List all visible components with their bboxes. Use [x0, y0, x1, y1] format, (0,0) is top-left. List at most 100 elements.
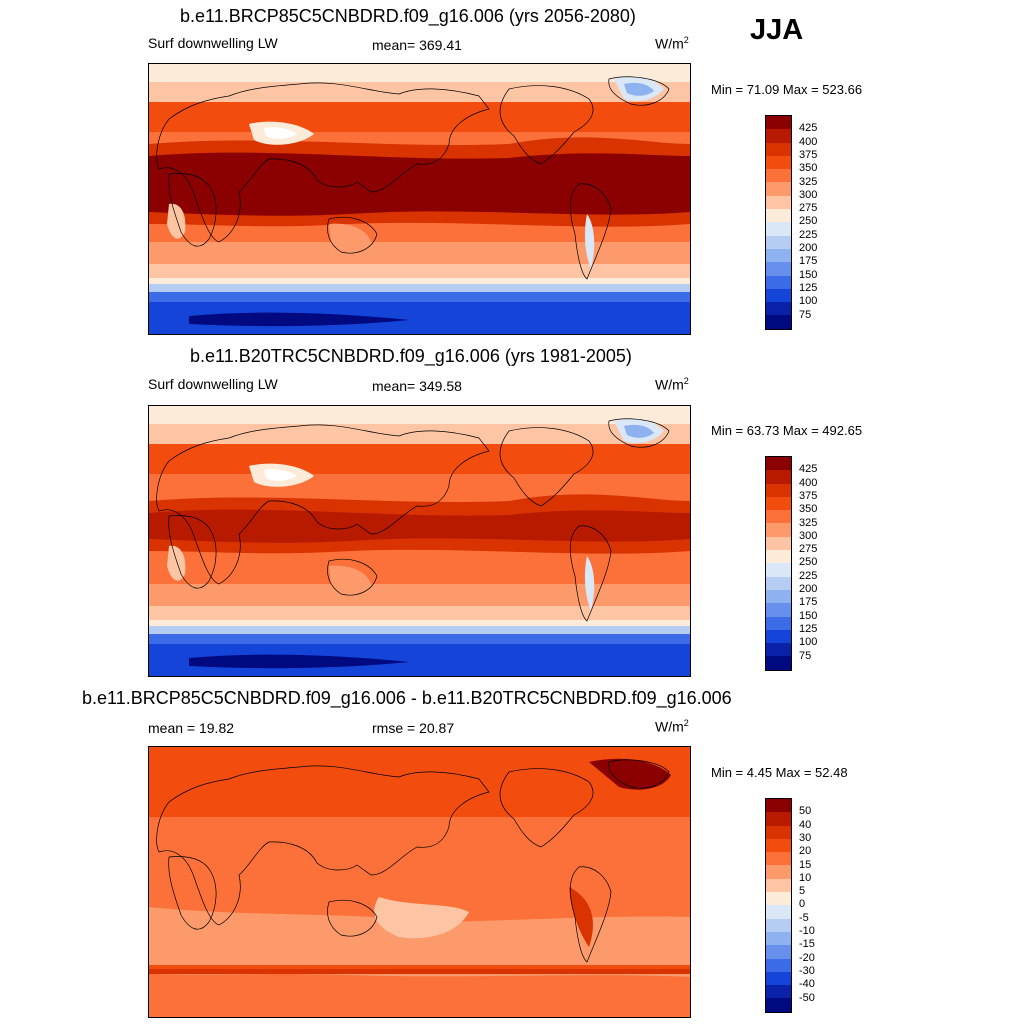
colorbar-swatch [766, 799, 791, 813]
colorbar-tick-label: 300 [799, 188, 818, 201]
colorbar-box [765, 798, 792, 1013]
colorbar-swatch [766, 235, 791, 249]
colorbar-swatch [766, 155, 791, 170]
colorbar-tick-label: 200 [799, 242, 818, 254]
colorbar-swatch [766, 563, 791, 577]
colorbar-swatch [766, 892, 791, 906]
colorbar-tick-label: 250 [799, 556, 818, 569]
colorbar-swatch [766, 288, 791, 303]
colorbar-swatch [766, 958, 791, 972]
colorbar-tick-label: 425 [799, 122, 818, 135]
colorbar-tick-label: 300 [799, 529, 818, 542]
panel-2-mean-label: mean= 349.58 [372, 378, 462, 394]
panel-1-minmax: Min = 71.09 Max = 523.66 [711, 82, 863, 97]
colorbar-swatch [766, 496, 791, 511]
panel-1-map [148, 63, 691, 335]
panel-3-units: W/m2 [655, 718, 689, 735]
colorbar-tick-label: 250 [799, 215, 818, 228]
colorbar-tick-label: -30 [799, 964, 815, 977]
colorbar-swatch [766, 262, 791, 276]
panel-2-minmax: Min = 63.73 Max = 492.65 [711, 423, 863, 438]
colorbar-swatch [766, 878, 791, 893]
colorbar-tick-label: 0 [799, 898, 806, 911]
colorbar-swatch [766, 510, 791, 524]
colorbar-tick-label: 350 [799, 162, 818, 175]
colorbar-swatch [766, 116, 791, 130]
colorbar-tick-label: 225 [799, 228, 818, 241]
colorbar-tick-label: 150 [799, 609, 818, 622]
colorbar-tick-label: 150 [799, 268, 818, 281]
colorbar-box [765, 456, 792, 671]
colorbar-swatch [766, 865, 791, 879]
colorbar-tick-label: 325 [799, 516, 818, 529]
colorbar-swatch [766, 129, 791, 143]
panel-3-rmse-label: rmse = 20.87 [372, 720, 455, 736]
panel-1-title: b.e11.BRCP85C5CNBDRD.f09_g16.006 (yrs 20… [180, 6, 636, 26]
colorbar-swatch [766, 550, 791, 564]
colorbar-swatch [766, 629, 791, 644]
panel-2-map [148, 405, 691, 677]
panel-1-variable-label: Surf downwelling LW [148, 35, 278, 51]
colorbar-swatch [766, 470, 791, 484]
colorbar-swatch [766, 315, 791, 329]
colorbar-tick-label: 75 [799, 308, 812, 321]
colorbar-swatch [766, 656, 791, 670]
colorbar-swatch [766, 931, 791, 946]
colorbar-swatch [766, 812, 791, 826]
colorbar-swatch [766, 483, 791, 497]
colorbar-swatch [766, 603, 791, 617]
colorbar-tick-label: 100 [799, 636, 818, 649]
colorbar-tick-label: 400 [799, 476, 818, 489]
colorbar-swatch [766, 945, 791, 959]
colorbar-swatch [766, 643, 791, 657]
colorbar-tick-label: -15 [799, 938, 815, 951]
colorbar-swatch [766, 523, 791, 537]
colorbar-tick-label: 15 [799, 858, 812, 871]
colorbar-swatch [766, 838, 791, 853]
colorbar-swatch [766, 852, 791, 866]
colorbar-tick-label: 50 [799, 805, 812, 818]
colorbar-swatch [766, 905, 791, 919]
panel-3-minmax: Min = 4.45 Max = 52.48 [711, 765, 848, 780]
colorbar-tick-label: 100 [799, 295, 818, 308]
colorbar-tick-label: -5 [799, 911, 809, 924]
season-label: JJA [750, 14, 804, 46]
colorbar-tick-label: 225 [799, 569, 818, 582]
colorbar-swatch [766, 222, 791, 236]
panel-1-mean-label: mean= 369.41 [372, 37, 462, 53]
colorbar-tick-label: 30 [799, 831, 812, 844]
colorbar-tick-label: 275 [799, 202, 818, 215]
colorbar-tick-label: 375 [799, 489, 818, 502]
colorbar-swatch [766, 825, 791, 839]
colorbar-tick-label: 400 [799, 135, 818, 148]
colorbar-tick-label: 425 [799, 463, 818, 476]
colorbar-swatch [766, 275, 791, 289]
colorbar-swatch [766, 457, 791, 471]
colorbar-swatch [766, 209, 791, 223]
panel-3-mean-label: mean = 19.82 [148, 720, 235, 736]
panel-2-variable-label: Surf downwelling LW [148, 376, 278, 392]
colorbar-tick-label: 20 [799, 845, 812, 858]
colorbar-tick-label: -20 [799, 951, 815, 964]
panel-3-map [148, 746, 691, 1018]
colorbar-tick-label: 200 [799, 583, 818, 595]
colorbar-swatch [766, 142, 791, 156]
colorbar-swatch [766, 998, 791, 1012]
colorbar-tick-label: 275 [799, 543, 818, 556]
panel-2-units: W/m2 [655, 376, 689, 393]
colorbar-swatch [766, 536, 791, 551]
colorbar-swatch [766, 248, 791, 263]
colorbar-swatch [766, 195, 791, 210]
colorbar-tick-label: -50 [799, 991, 815, 1004]
colorbar-swatch [766, 985, 791, 999]
colorbar-swatch [766, 576, 791, 590]
colorbar-swatch [766, 918, 791, 932]
panel-2-title: b.e11.B20TRC5CNBDRD.f09_g16.006 (yrs 198… [190, 346, 632, 366]
colorbar-tick-label: 125 [799, 281, 818, 294]
panel-3-title: b.e11.BRCP85C5CNBDRD.f09_g16.006 - b.e11… [82, 688, 732, 708]
colorbar-tick-label: 175 [799, 255, 818, 268]
colorbar-swatch [766, 182, 791, 196]
colorbar-tick-label: -40 [799, 978, 815, 991]
colorbar-swatch [766, 302, 791, 316]
colorbar-tick-label: 10 [799, 871, 812, 884]
